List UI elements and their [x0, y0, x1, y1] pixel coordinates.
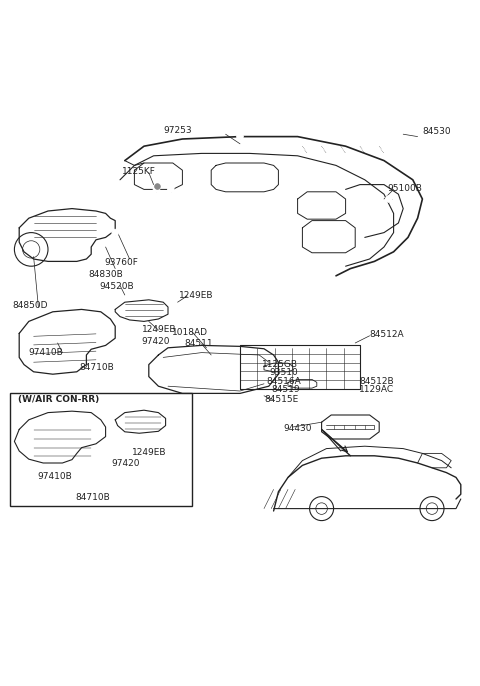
Circle shape — [112, 229, 119, 236]
Text: 97420: 97420 — [142, 337, 170, 346]
Text: 1018AD: 1018AD — [172, 329, 208, 338]
Text: 1125GB: 1125GB — [262, 360, 298, 369]
Text: 94520B: 94520B — [99, 282, 134, 291]
Text: 1249EB: 1249EB — [142, 325, 176, 334]
Text: 97420: 97420 — [111, 460, 140, 469]
Text: 1249EB: 1249EB — [132, 448, 167, 457]
Text: 1249EB: 1249EB — [179, 292, 213, 300]
Text: (W/AIR CON-RR): (W/AIR CON-RR) — [18, 395, 99, 404]
Circle shape — [385, 196, 392, 202]
Circle shape — [168, 186, 174, 193]
Text: 97410B: 97410B — [29, 348, 63, 357]
Text: 84530: 84530 — [422, 128, 451, 137]
Circle shape — [153, 186, 160, 193]
Text: 1125KF: 1125KF — [122, 167, 156, 176]
Text: 1129AC: 1129AC — [359, 385, 394, 394]
Circle shape — [155, 184, 160, 189]
Text: 97253: 97253 — [163, 126, 192, 135]
Text: 84515E: 84515E — [264, 395, 298, 404]
Text: 84511: 84511 — [185, 340, 214, 348]
Text: 84512A: 84512A — [370, 330, 404, 339]
Text: 94430: 94430 — [283, 424, 312, 433]
Text: 84710B: 84710B — [79, 364, 114, 372]
Text: 84519: 84519 — [271, 385, 300, 394]
FancyBboxPatch shape — [10, 393, 192, 506]
Text: 84516A: 84516A — [266, 377, 301, 386]
Text: 93760F: 93760F — [104, 259, 138, 268]
Text: 84830B: 84830B — [89, 270, 123, 279]
Text: 95100B: 95100B — [388, 184, 423, 193]
Text: 84512B: 84512B — [359, 377, 394, 386]
Text: 97410B: 97410B — [37, 472, 72, 481]
Circle shape — [237, 133, 243, 140]
Text: 84850D: 84850D — [12, 301, 48, 310]
Text: 93510: 93510 — [269, 368, 298, 377]
Text: 84710B: 84710B — [76, 493, 110, 502]
